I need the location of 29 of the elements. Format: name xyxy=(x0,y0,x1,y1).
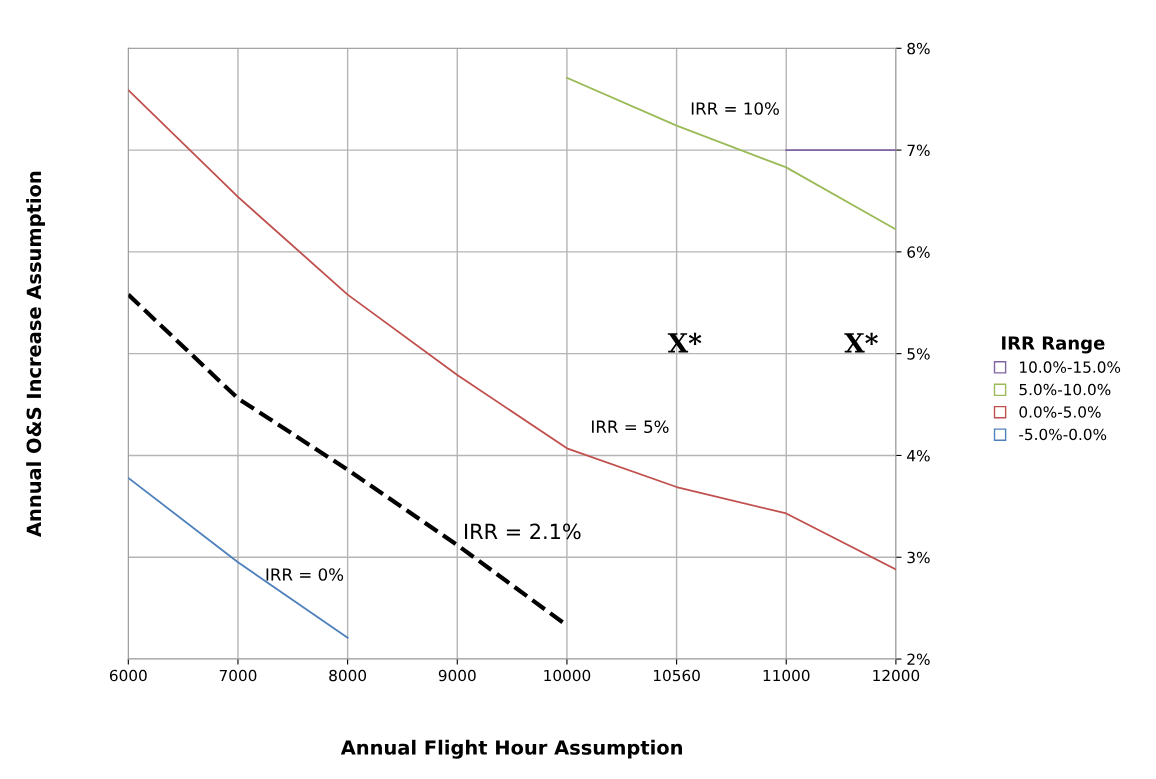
x-tick-label: 11000 xyxy=(763,669,810,682)
legend-label: 10.0%-15.0% xyxy=(1020,361,1121,373)
legend-label: -5.0%-0.0% xyxy=(1019,428,1107,441)
x-tick-label: 7000 xyxy=(219,669,257,682)
x-tick-label: 12000 xyxy=(873,669,920,682)
annotation: X* xyxy=(844,332,878,353)
annotation: IRR = 0% xyxy=(266,568,344,581)
annotation: IRR = 2.1% xyxy=(465,523,581,540)
x-tick-label: 6000 xyxy=(109,669,147,682)
y-axis-title: Annual O&S Increase Assumption xyxy=(26,171,45,537)
x-axis-title: Annual Flight Hour Assumption xyxy=(340,739,682,759)
legend-label: 5.0%-10.0% xyxy=(1019,383,1111,396)
annotation: IRR = 10% xyxy=(691,102,779,115)
x-tick-label: 10000 xyxy=(544,669,591,682)
legend-title: IRR Range xyxy=(1002,336,1105,354)
annotation: X* xyxy=(667,332,702,353)
legend-label: 0.0%-5.0% xyxy=(1019,406,1101,418)
annotation: IRR = 5% xyxy=(592,420,669,434)
y-tick-label: 4% xyxy=(907,449,930,462)
y-tick-label: 7% xyxy=(907,144,930,157)
x-tick-label: 10560 xyxy=(653,669,700,682)
x-tick-label: 8000 xyxy=(329,669,367,682)
x-tick-label: 9000 xyxy=(438,669,476,682)
y-tick-label: 6% xyxy=(907,246,930,258)
y-tick-label: 3% xyxy=(907,551,930,564)
line-series xyxy=(566,76,896,231)
y-tick-label: 5% xyxy=(907,348,930,360)
y-tick-label: 8% xyxy=(907,42,930,55)
y-tick-label: 2% xyxy=(907,653,930,666)
